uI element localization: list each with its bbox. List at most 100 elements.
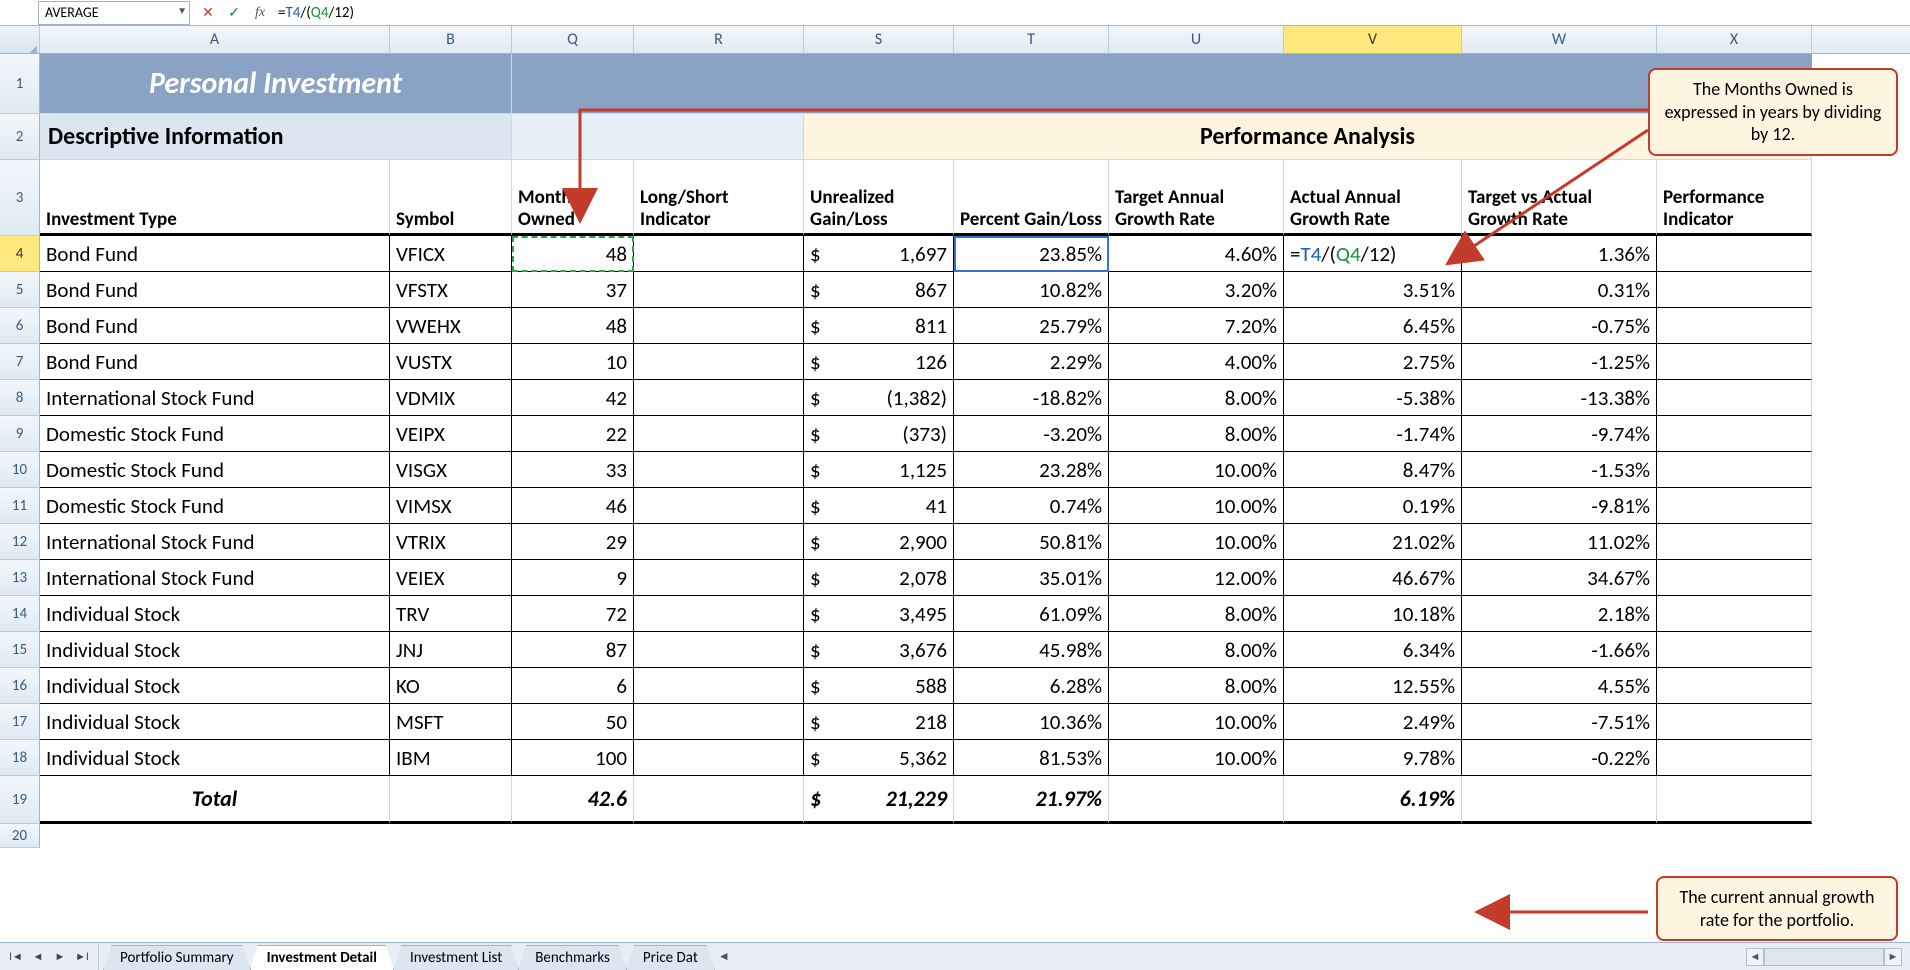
cell-V17[interactable]: 2.49% bbox=[1284, 704, 1462, 740]
cell-W18[interactable]: -0.22% bbox=[1462, 740, 1657, 776]
cell-X11[interactable] bbox=[1657, 488, 1812, 524]
cell-B15[interactable]: JNJ bbox=[390, 632, 512, 668]
cell-V10[interactable]: 8.47% bbox=[1284, 452, 1462, 488]
col-header-R[interactable]: R bbox=[634, 26, 804, 53]
cell-B4[interactable]: VFICX bbox=[390, 236, 512, 272]
cell-T4[interactable]: 23.85% bbox=[954, 236, 1109, 272]
col-header-V[interactable]: V bbox=[1284, 26, 1462, 53]
row-header-9[interactable]: 9 bbox=[0, 416, 40, 452]
tab-portfolio-summary[interactable]: Portfolio Summary bbox=[103, 945, 251, 970]
cell-V15[interactable]: 6.34% bbox=[1284, 632, 1462, 668]
cell-U16[interactable]: 8.00% bbox=[1109, 668, 1284, 704]
cell-W6[interactable]: -0.75% bbox=[1462, 308, 1657, 344]
hdr-unrealized[interactable]: Unrealized Gain/Loss bbox=[804, 160, 954, 236]
cell-Q17[interactable]: 50 bbox=[512, 704, 634, 740]
sheet-nav-prev-icon[interactable]: ◄ bbox=[28, 947, 48, 967]
cell-T6[interactable]: 25.79% bbox=[954, 308, 1109, 344]
cell-B14[interactable]: TRV bbox=[390, 596, 512, 632]
tab-investment-list[interactable]: Investment List bbox=[393, 945, 519, 970]
col-header-T[interactable]: T bbox=[954, 26, 1109, 53]
hdr-target-agr[interactable]: Target Annual Growth Rate bbox=[1109, 160, 1284, 236]
cell-R12[interactable] bbox=[634, 524, 804, 560]
cell-V12[interactable]: 21.02% bbox=[1284, 524, 1462, 560]
cell-A11[interactable]: Domestic Stock Fund bbox=[40, 488, 390, 524]
cell-V4-editing[interactable]: =T4/(Q4/12) bbox=[1284, 236, 1462, 272]
cell-A8[interactable]: International Stock Fund bbox=[40, 380, 390, 416]
col-header-A[interactable]: A bbox=[40, 26, 390, 53]
cell-R15[interactable] bbox=[634, 632, 804, 668]
total-V[interactable]: 6.19% bbox=[1284, 776, 1462, 824]
cell-S11[interactable]: $41 bbox=[804, 488, 954, 524]
sheet-nav-next-icon[interactable]: ► bbox=[50, 947, 70, 967]
cell-R4[interactable] bbox=[634, 236, 804, 272]
total-U[interactable] bbox=[1109, 776, 1284, 824]
cell-S14[interactable]: $3,495 bbox=[804, 596, 954, 632]
cell-W13[interactable]: 34.67% bbox=[1462, 560, 1657, 596]
cell-B16[interactable]: KO bbox=[390, 668, 512, 704]
name-box-dropdown-icon[interactable]: ▼ bbox=[177, 4, 187, 17]
cell-B17[interactable]: MSFT bbox=[390, 704, 512, 740]
cell-A18[interactable]: Individual Stock bbox=[40, 740, 390, 776]
section-blank[interactable] bbox=[512, 114, 804, 160]
cell-W7[interactable]: -1.25% bbox=[1462, 344, 1657, 380]
cell-R11[interactable] bbox=[634, 488, 804, 524]
cell-V8[interactable]: -5.38% bbox=[1284, 380, 1462, 416]
cell-Q10[interactable]: 33 bbox=[512, 452, 634, 488]
cell-X7[interactable] bbox=[1657, 344, 1812, 380]
cell-S7[interactable]: $126 bbox=[804, 344, 954, 380]
row-header-13[interactable]: 13 bbox=[0, 560, 40, 596]
cell-B11[interactable]: VIMSX bbox=[390, 488, 512, 524]
cell-Q13[interactable]: 9 bbox=[512, 560, 634, 596]
cell-R17[interactable] bbox=[634, 704, 804, 740]
cell-V18[interactable]: 9.78% bbox=[1284, 740, 1462, 776]
cell-A17[interactable]: Individual Stock bbox=[40, 704, 390, 740]
cell-A15[interactable]: Individual Stock bbox=[40, 632, 390, 668]
tab-scroll-right-icon[interactable]: ◄ bbox=[718, 943, 730, 970]
cell-B12[interactable]: VTRIX bbox=[390, 524, 512, 560]
cell-A4[interactable]: Bond Fund bbox=[40, 236, 390, 272]
cell-W12[interactable]: 11.02% bbox=[1462, 524, 1657, 560]
hdr-symbol[interactable]: Symbol bbox=[390, 160, 512, 236]
cell-Q6[interactable]: 48 bbox=[512, 308, 634, 344]
cell-T15[interactable]: 45.98% bbox=[954, 632, 1109, 668]
total-T[interactable]: 21.97% bbox=[954, 776, 1109, 824]
cell-T16[interactable]: 6.28% bbox=[954, 668, 1109, 704]
tab-price-data[interactable]: Price Dat bbox=[626, 945, 715, 970]
cell-W15[interactable]: -1.66% bbox=[1462, 632, 1657, 668]
col-header-Q[interactable]: Q bbox=[512, 26, 634, 53]
cell-X9[interactable] bbox=[1657, 416, 1812, 452]
title-blank[interactable] bbox=[512, 54, 1812, 114]
cell-Q4[interactable]: 48 bbox=[512, 236, 634, 272]
cell-W10[interactable]: -1.53% bbox=[1462, 452, 1657, 488]
cell-U18[interactable]: 10.00% bbox=[1109, 740, 1284, 776]
cell-Q12[interactable]: 29 bbox=[512, 524, 634, 560]
sheet-nav-last-icon[interactable]: ►I bbox=[72, 947, 92, 967]
cell-A6[interactable]: Bond Fund bbox=[40, 308, 390, 344]
cell-Q5[interactable]: 37 bbox=[512, 272, 634, 308]
cell-Q11[interactable]: 46 bbox=[512, 488, 634, 524]
cell-A5[interactable]: Bond Fund bbox=[40, 272, 390, 308]
formula-input[interactable]: =T4/(Q4/12) bbox=[270, 4, 1910, 22]
hdr-months-owned[interactable]: Months Owned bbox=[512, 160, 634, 236]
cell-U14[interactable]: 8.00% bbox=[1109, 596, 1284, 632]
scroll-right-icon[interactable]: ► bbox=[1884, 948, 1902, 966]
scroll-left-icon[interactable]: ◄ bbox=[1746, 948, 1764, 966]
cell-R14[interactable] bbox=[634, 596, 804, 632]
cell-S8[interactable]: $(1,382) bbox=[804, 380, 954, 416]
cell-V5[interactable]: 3.51% bbox=[1284, 272, 1462, 308]
cell-W4[interactable]: 1.36% bbox=[1462, 236, 1657, 272]
cell-B10[interactable]: VISGX bbox=[390, 452, 512, 488]
cell-X5[interactable] bbox=[1657, 272, 1812, 308]
cell-Q16[interactable]: 6 bbox=[512, 668, 634, 704]
cell-W8[interactable]: -13.38% bbox=[1462, 380, 1657, 416]
cell-Q18[interactable]: 100 bbox=[512, 740, 634, 776]
cell-B13[interactable]: VEIEX bbox=[390, 560, 512, 596]
cell-U5[interactable]: 3.20% bbox=[1109, 272, 1284, 308]
cell-W11[interactable]: -9.81% bbox=[1462, 488, 1657, 524]
cell-T8[interactable]: -18.82% bbox=[954, 380, 1109, 416]
cell-U10[interactable]: 10.00% bbox=[1109, 452, 1284, 488]
cell-R13[interactable] bbox=[634, 560, 804, 596]
row-header-3[interactable]: 3 bbox=[0, 160, 40, 236]
fx-icon[interactable]: fx bbox=[250, 3, 270, 23]
cell-S10[interactable]: $1,125 bbox=[804, 452, 954, 488]
